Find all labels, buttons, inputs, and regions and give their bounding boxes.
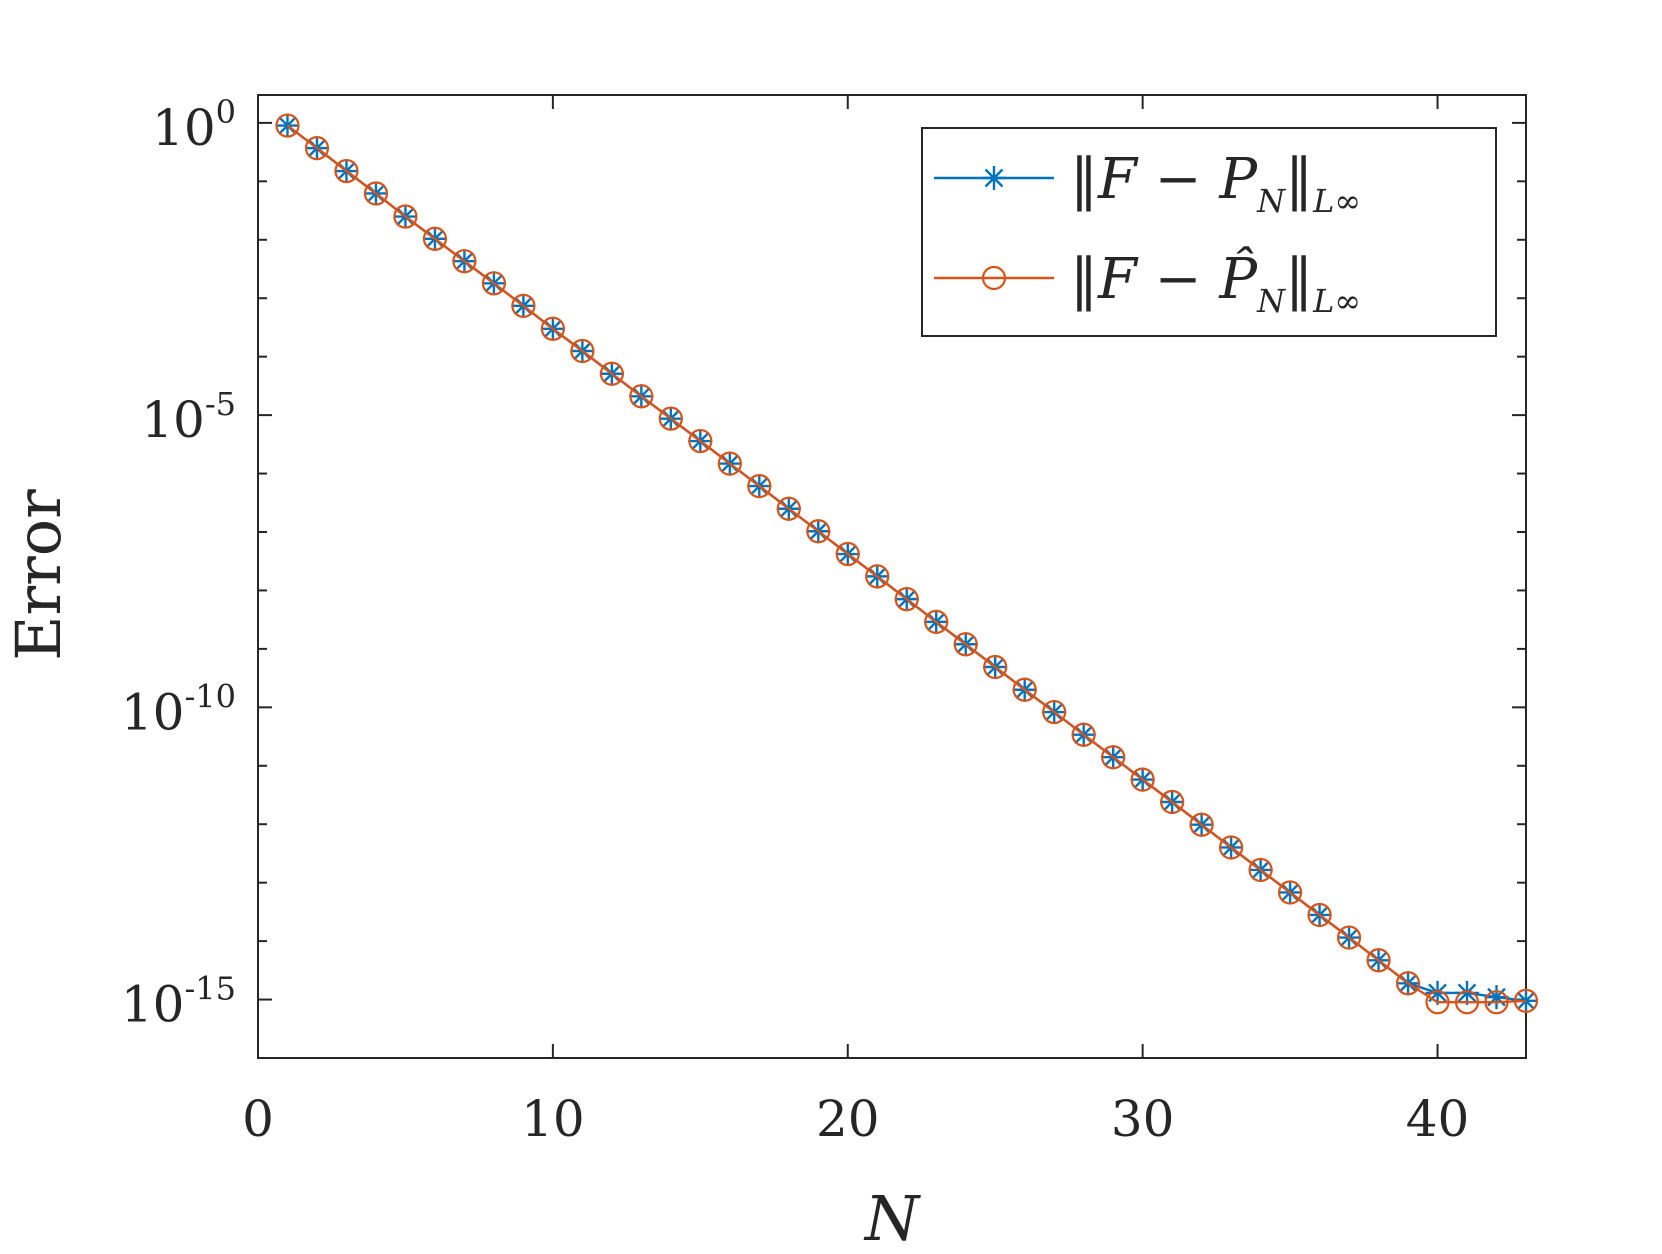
data-point-circle: [1425, 990, 1450, 1015]
data-point-circle: [658, 406, 683, 431]
data-point-circle: [688, 428, 713, 454]
x-tick-labels: 0 10 20 30 40: [242, 1090, 1469, 1148]
data-point-circle: [1513, 988, 1539, 1013]
x-tick-label: 0: [242, 1090, 274, 1148]
data-point-circle: [422, 226, 448, 251]
y-tick-label: 10-15: [121, 970, 236, 1034]
series-line: [286, 124, 1527, 1004]
data-point-circle: [511, 293, 536, 318]
data-point-circle: [747, 473, 772, 499]
data-point-circle: [570, 338, 595, 364]
asterisk-stroke: [984, 168, 1004, 188]
data-point-circle: [983, 654, 1008, 680]
data-point-circle: [1101, 745, 1126, 770]
y-tick-exponent: 0: [216, 93, 236, 131]
y-tick-base: 10: [152, 99, 216, 157]
data-point-circle: [1307, 902, 1332, 928]
axis-ticks: [257, 95, 1526, 1059]
y-tick-base: 10: [121, 683, 185, 741]
data-point-circle: [1160, 789, 1185, 815]
data-point-circle: [629, 384, 654, 409]
y-axis-label: Error: [2, 489, 75, 661]
data-point-circle: [1454, 990, 1480, 1015]
legend-marker-circle: [981, 265, 1007, 291]
data-point-circle: [1395, 971, 1421, 996]
data-point-circle: [924, 609, 949, 634]
legend: ‖F − PN‖L∞‖F − P̂N‖L∞: [921, 127, 1497, 337]
legend-label-part: ‖: [1285, 147, 1313, 212]
legend-entry-1: ‖F − PN‖L∞: [934, 147, 1361, 220]
data-point-asterisk: [1455, 980, 1480, 1005]
data-point-circle: [953, 632, 978, 657]
data-point-circle: [717, 451, 742, 476]
y-tick-base: 10: [121, 976, 185, 1034]
y-tick-label: 10-10: [121, 677, 236, 741]
y-tick-label: 100: [152, 93, 236, 157]
x-tick-label: 40: [1406, 1090, 1470, 1148]
data-point-circle: [334, 158, 359, 184]
data-point-circle: [540, 316, 565, 341]
y-tick-exponent: -10: [184, 677, 236, 715]
axes-frame: [257, 94, 1527, 1059]
data-point-circle: [835, 541, 860, 567]
y-tick-base: 10: [141, 391, 205, 449]
data-point-circle: [393, 204, 418, 229]
y-tick-exponent: -15: [184, 970, 236, 1008]
data-point-circle: [599, 361, 624, 386]
x-tick-label: 20: [816, 1090, 880, 1148]
data-point-circle: [1336, 925, 1362, 950]
data-point-circle: [304, 136, 330, 161]
legend-label-part: N: [1256, 182, 1286, 220]
data-point-circle: [481, 271, 507, 296]
legend-label-part: P̂: [1218, 245, 1258, 312]
legend-label-part: P: [1218, 147, 1258, 212]
asterisk-stroke: [278, 116, 297, 135]
legend-label-part: ‖: [1285, 247, 1313, 312]
x-tick-label: 30: [1111, 1090, 1175, 1148]
data-point-circle: [1219, 835, 1244, 860]
data-point-circle: [275, 113, 300, 138]
data-point-circle: [1012, 677, 1037, 702]
plot-box: [257, 94, 1527, 1059]
data-point-circle: [1366, 948, 1391, 973]
legend-label-part: L∞: [1312, 282, 1361, 320]
data-point-asterisk: [1484, 985, 1509, 1010]
asterisk-stroke: [1516, 991, 1536, 1011]
y-tick-label: 10-5: [141, 385, 236, 449]
x-tick-label: 10: [521, 1090, 585, 1148]
data-point-circle: [1277, 880, 1303, 905]
data-point-circle: [1130, 767, 1155, 792]
data-point-circle: [806, 519, 831, 544]
data-point-circle: [865, 564, 890, 589]
legend-label-part: N: [1256, 282, 1286, 320]
legend-marker-asterisk: [982, 166, 1006, 190]
legend-label: ‖F − PN‖L∞: [1070, 147, 1361, 220]
legend-entry-2: ‖F − P̂N‖L∞: [934, 245, 1361, 320]
data-point-circle: [1042, 699, 1067, 725]
data-point-circle: [1484, 990, 1509, 1015]
series-2: [275, 113, 1539, 1015]
legend-box: [921, 127, 1497, 337]
legend-label-part: ‖F −: [1070, 247, 1219, 312]
x-axis-label: N: [863, 1182, 922, 1254]
legend-label: ‖F − P̂N‖L∞: [1070, 245, 1361, 320]
data-point-circle: [363, 181, 389, 206]
data-point-circle: [1071, 722, 1096, 747]
data-point-circle: [1248, 857, 1273, 883]
data-point-asterisk: [1514, 988, 1538, 1013]
data-point-circle: [776, 496, 801, 521]
y-tick-exponent: -5: [205, 385, 236, 423]
data-point-circle: [894, 587, 919, 612]
data-point-circle: [1189, 812, 1214, 837]
legend-label-part: ‖F −: [1070, 147, 1219, 212]
data-point-circle: [452, 249, 477, 274]
legend-label-part: L∞: [1312, 182, 1361, 220]
series-layer: [275, 113, 1539, 1015]
asterisk-stroke: [1457, 983, 1477, 1003]
